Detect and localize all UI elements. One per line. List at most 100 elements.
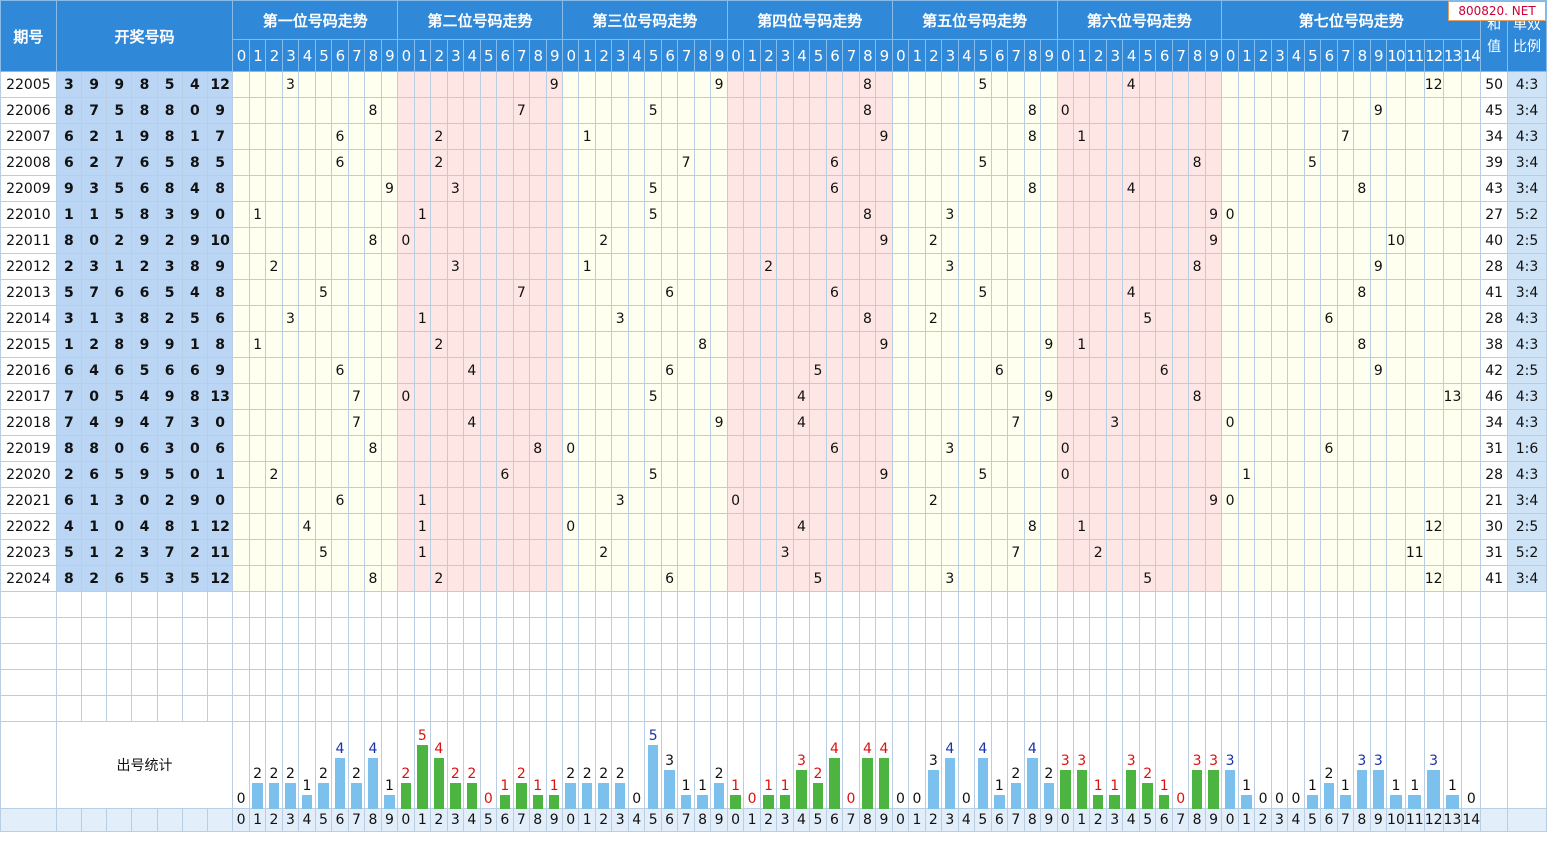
trend-cell (710, 383, 728, 410)
trend-cell (1254, 331, 1272, 358)
empty-cell (446, 591, 465, 618)
draw-number: 8 (131, 305, 158, 332)
trend-cell (1188, 175, 1206, 202)
trend-cell (1105, 175, 1124, 202)
trend-cell (1423, 383, 1444, 410)
trend-cell (1386, 71, 1406, 98)
trend-cell (776, 175, 794, 202)
empty-cell (1007, 591, 1025, 618)
empty-cell (842, 669, 860, 696)
trend-cell (331, 201, 349, 228)
empty-cell (693, 695, 712, 722)
trend-cell (248, 305, 267, 332)
empty-cell (347, 643, 366, 670)
empty-cell (578, 591, 596, 618)
trend-hit-cell: 12 (1423, 565, 1444, 592)
trend-cell (858, 409, 877, 436)
trend-cell (1155, 487, 1173, 514)
trend-cell (1254, 71, 1272, 98)
trend-cell (1336, 71, 1355, 98)
empty-cell (1386, 617, 1406, 644)
draw-number: 2 (156, 487, 183, 514)
trend-cell (957, 149, 976, 176)
trend-hit-cell: 0 (1221, 487, 1239, 514)
trend-cell (380, 305, 399, 332)
empty-cell (1040, 617, 1058, 644)
trend-cell (1023, 331, 1042, 358)
trend-cell (1320, 279, 1338, 306)
trend-cell (347, 253, 366, 280)
stat-count: 0 (236, 790, 246, 807)
stat-bar (944, 757, 956, 809)
section-title-1: 第一位号码走势 (232, 0, 399, 40)
trend-cell (1204, 123, 1223, 150)
empty-cell (974, 643, 992, 670)
empty-cell (858, 643, 877, 670)
trend-cell (677, 409, 695, 436)
trend-cell (1237, 357, 1256, 384)
trend-cell (561, 487, 580, 514)
trend-hit-cell: 4 (463, 357, 481, 384)
trend-cell (1404, 227, 1425, 254)
trend-cell (1303, 279, 1322, 306)
trend-cell (1270, 279, 1289, 306)
trend-cell (479, 487, 498, 514)
trend-cell (364, 279, 382, 306)
trend-cell (1171, 487, 1190, 514)
sum-cell: 43 (1480, 175, 1509, 202)
ratio-cell: 4:3 (1507, 253, 1547, 280)
empty-cell (594, 669, 613, 696)
trend-cell (1056, 279, 1075, 306)
trend-cell (1089, 305, 1107, 332)
trend-cell (776, 435, 794, 462)
ratio-cell: 3:4 (1507, 565, 1547, 592)
footer-digit: 7 (842, 808, 860, 832)
trend-cell (1270, 383, 1289, 410)
empty-cell (1204, 617, 1223, 644)
empty-cell (463, 669, 481, 696)
empty-cell (1303, 617, 1322, 644)
trend-cell (1023, 227, 1042, 254)
trend-cell (941, 513, 959, 540)
trend-hit-cell: 4 (298, 513, 316, 540)
trend-cell (1155, 513, 1173, 540)
empty-cell (529, 617, 547, 644)
trend-cell (512, 539, 531, 566)
trend-hit-cell: 8 (858, 71, 877, 98)
sum-cell: 21 (1480, 487, 1509, 514)
trend-cell (759, 227, 778, 254)
trend-cell (1369, 331, 1388, 358)
stat-count: 2 (582, 765, 592, 782)
trend-cell (1040, 305, 1058, 332)
empty-cell (1040, 695, 1058, 722)
trend-cell (825, 409, 844, 436)
trend-hit-cell: 3 (281, 71, 300, 98)
trend-cell (1138, 123, 1157, 150)
trend-cell (1369, 383, 1388, 410)
trend-cell (924, 409, 943, 436)
trend-cell (957, 305, 976, 332)
trend-cell (1007, 487, 1025, 514)
trend-cell (430, 383, 448, 410)
trend-cell (908, 175, 926, 202)
trend-cell (1320, 409, 1338, 436)
trend-cell (331, 97, 349, 124)
stat-count: 2 (253, 765, 262, 782)
draw-number: 6 (131, 279, 158, 306)
stat-bar (713, 782, 725, 809)
trend-hit-cell: 2 (594, 227, 613, 254)
stat-count: 0 (1258, 790, 1268, 807)
empty-cell (809, 695, 827, 722)
trend-cell (446, 305, 465, 332)
trend-cell (1089, 513, 1107, 540)
draw-number: 2 (106, 539, 133, 566)
trend-cell (1040, 539, 1058, 566)
trend-cell (1023, 539, 1042, 566)
trend-cell (1237, 539, 1256, 566)
trend-cell (397, 123, 415, 150)
sum-cell: 27 (1480, 201, 1509, 228)
table-row: 22020 2 6 5 9 5 0 1 2 6 5 9 5 0 1 28 4:3 (0, 461, 1547, 488)
empty-cell (1423, 695, 1444, 722)
empty-cell (248, 617, 267, 644)
trend-hit-cell: 5 (644, 97, 662, 124)
